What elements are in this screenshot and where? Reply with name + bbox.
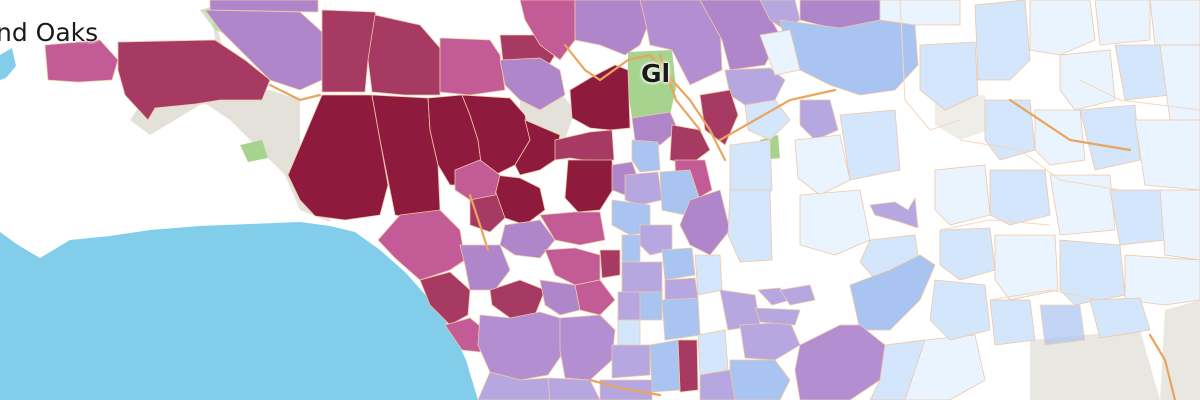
region: [799, 189, 871, 256]
region: [1109, 189, 1166, 246]
region: [44, 39, 119, 83]
region: [661, 247, 696, 281]
region: [621, 261, 663, 293]
region: [799, 99, 839, 141]
region: [794, 134, 851, 196]
region: [699, 0, 781, 71]
region: [574, 279, 616, 316]
region: [569, 64, 631, 131]
region: [419, 271, 471, 326]
region: [699, 369, 736, 400]
coastline-inlet: [0, 48, 16, 80]
region: [661, 297, 701, 341]
region: [839, 109, 901, 181]
region: [929, 279, 991, 341]
region: [1034, 109, 1086, 166]
region: [377, 209, 466, 281]
region: [631, 139, 661, 173]
region: [639, 291, 663, 321]
region: [744, 99, 791, 141]
region: [677, 339, 699, 393]
region: [559, 314, 616, 381]
region: [869, 196, 919, 229]
region: [439, 37, 506, 96]
region: [454, 159, 501, 201]
region: [754, 307, 801, 326]
region: [669, 124, 711, 166]
region: [694, 254, 723, 296]
region: [974, 0, 1031, 81]
region: [1059, 239, 1126, 306]
ocean: [0, 222, 478, 400]
region: [779, 284, 816, 306]
region: [209, 0, 319, 13]
region: [1094, 0, 1151, 46]
region: [547, 377, 601, 400]
region: [939, 227, 996, 281]
region: [499, 57, 566, 111]
region: [727, 189, 773, 263]
region: [519, 0, 576, 61]
region: [117, 39, 271, 121]
region: [649, 339, 681, 393]
region: [1059, 49, 1116, 111]
choropleth-regions[interactable]: [44, 0, 1200, 400]
highway-layer: [268, 43, 1177, 400]
region: [989, 169, 1051, 226]
region: [1029, 0, 1096, 56]
region: [204, 9, 323, 91]
region: [539, 279, 581, 316]
region: [759, 29, 801, 76]
region: [599, 249, 621, 279]
region: [1149, 0, 1200, 46]
region: [1134, 119, 1200, 191]
region: [621, 234, 641, 263]
region: [617, 291, 641, 321]
region: [984, 99, 1036, 161]
region: [1159, 44, 1200, 121]
region: [631, 111, 679, 146]
region: [564, 159, 615, 213]
region: [461, 94, 531, 176]
region: [1124, 254, 1200, 306]
region: [919, 41, 979, 111]
region: [624, 171, 663, 206]
region: [477, 311, 566, 381]
region: [664, 277, 699, 301]
road-layer: [899, 0, 1200, 301]
region: [879, 0, 961, 26]
region: [367, 14, 441, 96]
region: [994, 234, 1059, 301]
region: [1039, 304, 1086, 346]
region: [1089, 297, 1151, 339]
region: [989, 299, 1036, 346]
region: [1159, 189, 1200, 261]
region: [617, 319, 641, 346]
region: [934, 164, 991, 226]
region: [697, 329, 729, 376]
region: [1079, 104, 1141, 171]
region: [611, 344, 651, 379]
region: [1049, 174, 1116, 236]
